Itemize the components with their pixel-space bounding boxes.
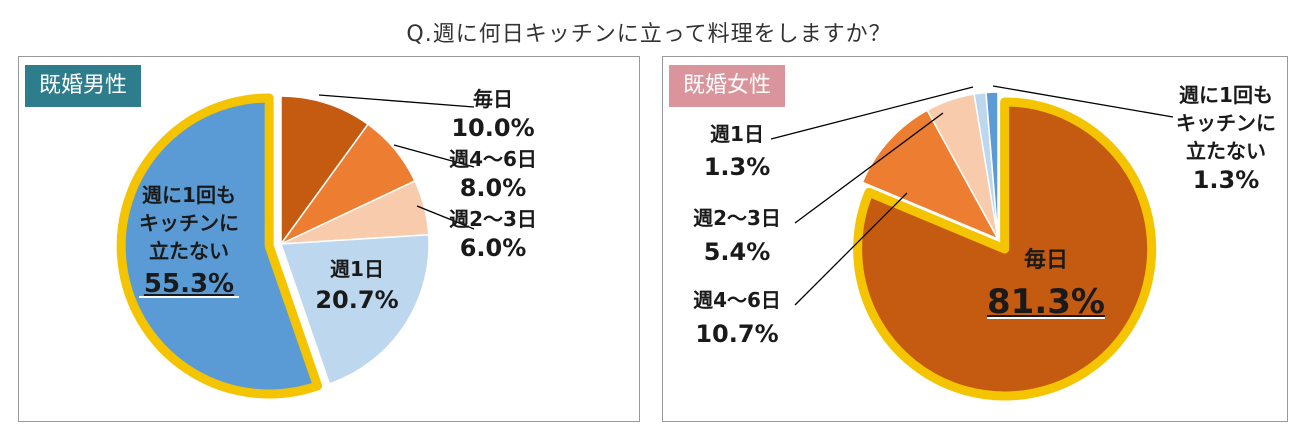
pie-slice xyxy=(116,93,323,399)
slice-name-label: 週2～3日 xyxy=(449,207,537,231)
slice-name-label: 週に1回も xyxy=(1179,83,1273,107)
slice-value-label: 10.0% xyxy=(451,114,534,142)
slice-name-label: 週1日 xyxy=(710,122,764,146)
pie-slice xyxy=(985,91,999,240)
slice-name-label: 立たない xyxy=(1186,139,1266,163)
slice-value-label: 81.3% xyxy=(987,282,1105,322)
slice-name-label: 週4～6日 xyxy=(693,288,781,312)
slice-name-label: キッチンに xyxy=(1176,111,1276,135)
slice-name-label: 毎日 xyxy=(473,87,513,111)
slice-name-label: 週4～6日 xyxy=(449,147,537,171)
slice-name-label: キッチンに xyxy=(139,211,239,235)
slice-value-label: 6.0% xyxy=(460,234,527,262)
pie-panel-male: 既婚男性 毎日 10.0% 週4～6日 8.0% 週2～3日 6.0% 週1日 20.7% 週に… xyxy=(18,56,640,422)
leader-line xyxy=(770,86,974,140)
pie-slice xyxy=(280,95,369,245)
slice-name-label: 週に1回も xyxy=(142,183,236,207)
pie-slice xyxy=(853,97,1157,401)
leader-line xyxy=(318,94,475,108)
pie-panel-female: 既婚女性 毎日 81.3% 週4～6日 10.7% 週2～3日 5.4% 週1日 1.3% 週に… xyxy=(662,56,1288,422)
slice-value-label: 1.3% xyxy=(704,153,771,181)
badge-female: 既婚女性 xyxy=(669,65,786,107)
leader-line xyxy=(416,205,475,230)
pie-chart-male: 毎日 10.0% 週4～6日 8.0% 週2～3日 6.0% 週1日 20.7% 週に1回もキッ… xyxy=(116,87,537,399)
slice-name-label: 毎日 xyxy=(1024,248,1068,273)
slice-value-label: 1.3% xyxy=(1193,166,1260,194)
pie-chart-female: 毎日 81.3% 週4～6日 10.7% 週2～3日 5.4% 週1日 1.3% 週に1回もキッ… xyxy=(693,83,1276,401)
chart-title: Q.週に何日キッチンに立って料理をしますか？ xyxy=(406,22,892,47)
leader-line xyxy=(794,112,944,224)
leader-line xyxy=(992,85,1174,118)
slice-value-label: 20.7% xyxy=(315,286,398,314)
pie-slice xyxy=(280,233,430,385)
pie-slice xyxy=(861,109,999,240)
badge-male: 既婚男性 xyxy=(25,65,142,107)
slice-name-label: 立たない xyxy=(149,239,229,263)
slice-name-label: 週2～3日 xyxy=(693,206,781,230)
leader-line xyxy=(393,144,475,168)
slice-name-label: 週1日 xyxy=(330,257,384,281)
slice-value-label: 8.0% xyxy=(460,174,527,202)
slice-value-label: 10.7% xyxy=(695,320,778,348)
slice-value-label: 55.3% xyxy=(144,269,234,299)
slice-value-label: 5.4% xyxy=(704,238,771,266)
leader-line xyxy=(794,192,908,306)
